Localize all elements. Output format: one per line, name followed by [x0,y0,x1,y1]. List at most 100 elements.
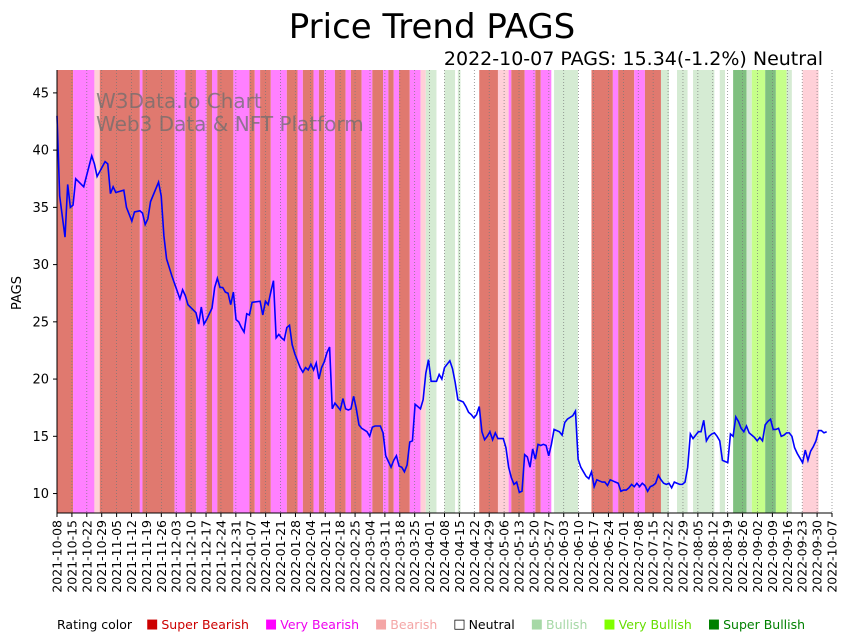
rating-band-very_bearish [174,70,186,513]
chart-subtitle: 2022-10-07 PAGS: 15.34(-1.2%) Neutral [444,48,823,70]
rating-band-super_bullish [733,70,747,513]
x-tick-label: 2022-08-12 [705,520,720,593]
rating-band-super_bearish [535,70,541,513]
legend-swatch-very_bullish: ■ [603,617,616,632]
rating-band-neutral [714,70,720,513]
rating-band-very_bearish [361,70,373,513]
rating-band-very_bearish [139,70,143,513]
rating-band-super_bearish [260,70,271,513]
rating-band-super_bearish [618,70,635,513]
rating-bands [57,70,832,513]
x-tick-label: 2022-03-11 [377,520,392,593]
rating-band-bullish [677,70,688,513]
watermark-line-2: Web3 Data & NFT Platform [96,112,364,136]
y-tick-label: 10 [32,487,49,502]
legend-item-super_bearish: ■ Super Bearish [146,617,249,632]
x-tick-label: 2022-07-22 [661,520,676,593]
rating-band-very_bearish [324,70,335,513]
rating-band-bullish [660,70,669,513]
rating-band-neutral [551,70,555,513]
x-tick-label: 2022-01-28 [288,520,303,593]
legend-swatch-bullish: ■ [530,617,544,632]
x-tick-label: 2022-06-10 [571,520,586,593]
x-tick-label: 2022-09-02 [750,520,765,593]
x-tick-label: 2022-08-26 [735,520,750,593]
legend-swatch-neutral: □ [453,617,466,632]
y-tick-label: 45 [32,86,49,101]
x-tick-label: 2022-05-06 [497,520,512,593]
rating-legend: Rating color ■ Super Bearish ■ Very Bearish… [57,617,821,632]
x-tick-label: 2022-04-29 [482,520,497,593]
x-tick-label: 2022-03-25 [407,520,422,593]
rating-band-super_bearish [399,70,410,513]
rating-band-bearish [420,70,426,513]
x-tick-label: 2022-10-07 [825,520,840,593]
legend-swatch-bearish: ■ [375,617,388,632]
rating-band-super_bearish [388,70,394,513]
rating-band-very_bearish [409,70,421,513]
rating-band-bullish [719,70,726,513]
rating-band-super_bearish [302,70,314,513]
y-tick-label: 40 [32,144,49,159]
x-tick-label: 2022-04-01 [422,520,437,593]
x-tick-label: 2021-11-05 [109,520,124,593]
rating-band-very_bearish [73,70,95,513]
x-tick-label: 2021-11-26 [154,520,169,593]
rating-band-bullish [554,70,579,513]
rating-band-super_bullish [765,70,776,513]
x-tick-label: 2022-03-18 [392,520,407,593]
x-tick-label: 2021-12-03 [169,520,184,593]
x-tick-label: 2022-06-17 [586,520,601,593]
x-tick-label: 2022-07-15 [646,520,661,593]
y-axis-ticks: 10 15 20 25 30 35 40 45 [32,86,57,502]
legend-label-super_bullish: Super Bullish [723,617,806,632]
rating-band-very_bearish [233,70,250,513]
x-tick-label: 2022-08-05 [690,520,705,593]
x-tick-label: 2022-02-04 [303,520,318,593]
rating-band-neutral [818,70,832,513]
rating-band-super_bearish [249,70,255,513]
x-tick-label: 2022-06-03 [556,520,571,593]
x-tick-label: 2022-04-15 [452,520,467,593]
x-tick-label: 2022-07-01 [616,520,631,593]
x-tick-label: 2022-07-08 [631,520,646,593]
rating-band-super_bearish [57,70,74,513]
rating-band-very_bearish [540,70,552,513]
rating-band-super_bearish [511,70,525,513]
chart-title: Price Trend PAGS [289,7,576,47]
rating-band-super_bearish [318,70,325,513]
x-tick-label: 2022-04-08 [437,520,452,593]
rating-band-super_bearish [644,70,661,513]
x-tick-label: 2022-09-09 [765,520,780,593]
y-tick-label: 20 [32,373,49,388]
legend-title: Rating color [57,617,133,632]
x-tick-label: 2022-07-29 [675,520,690,593]
rating-band-neutral [460,70,480,513]
legend-item-neutral: □ Neutral [453,617,514,632]
x-tick-label: 2022-03-04 [362,520,377,593]
x-tick-label: 2022-01-07 [243,520,258,593]
rating-band-very_bearish [612,70,619,513]
y-tick-label: 35 [32,201,49,216]
x-tick-label: 2021-10-08 [50,520,65,593]
x-tick-label: 2022-02-11 [318,520,333,593]
rating-band-super_bearish [350,70,362,513]
rating-band-super_bearish [206,70,212,513]
x-tick-label: 2022-08-19 [720,520,735,593]
rating-band-bearish [802,70,819,513]
rating-band-neutral [436,70,445,513]
rating-band-very_bearish [345,70,351,513]
rating-band-bullish [425,70,437,513]
legend-label-super_bearish: Super Bearish [161,617,249,632]
rating-band-very_bearish [508,70,512,513]
rating-band-bullish [786,70,792,513]
x-tick-label: 2021-10-15 [64,520,79,593]
y-axis-label: PAGS [10,276,25,310]
price-line [56,115,827,494]
legend-item-bullish: ■ Bullish [531,617,588,632]
rating-band-very_bearish [313,70,319,513]
rating-band-very_bearish [524,70,536,513]
x-tick-label: 2021-11-12 [124,520,139,593]
x-tick-label: 2022-05-13 [512,520,527,593]
legend-label-very_bearish: Very Bearish [280,617,359,632]
